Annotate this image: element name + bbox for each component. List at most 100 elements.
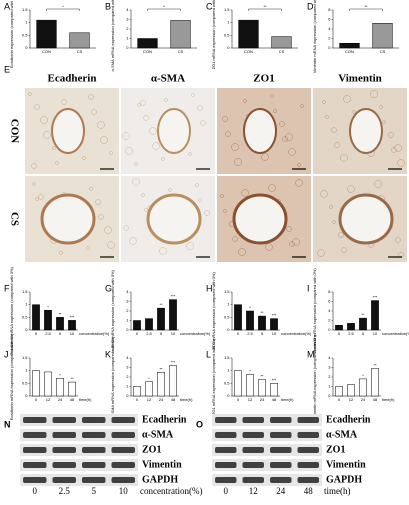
tissue-speck xyxy=(134,162,138,166)
tissue-speck xyxy=(107,241,115,249)
tissue-speck xyxy=(104,226,112,234)
tissue-speck xyxy=(197,105,203,111)
band xyxy=(297,462,319,468)
tissue-speck xyxy=(88,94,94,100)
bar xyxy=(371,300,379,331)
bar xyxy=(145,318,153,331)
y-tick-label: 0.5 xyxy=(22,380,28,385)
x-tick-label: CS xyxy=(77,49,83,54)
tissue-speck xyxy=(186,242,194,250)
bar xyxy=(359,378,367,397)
tissue-speck xyxy=(161,157,165,161)
bar xyxy=(145,381,153,397)
blot-strip xyxy=(20,414,138,426)
tissue-speck xyxy=(35,197,39,201)
significance: ** xyxy=(70,376,74,381)
tissue-speck xyxy=(32,182,36,186)
x-tick-label: 12 xyxy=(147,397,152,402)
tissue-speck xyxy=(52,146,56,150)
y-axis-label: α-SMA mRNA expression (compared with CON… xyxy=(110,0,115,72)
band xyxy=(242,462,264,468)
bar xyxy=(133,386,141,397)
bar xyxy=(56,378,64,397)
bar xyxy=(68,320,76,331)
blot-strip xyxy=(212,474,322,486)
y-tick-label: 1 xyxy=(126,318,129,323)
tissue-speck xyxy=(28,92,32,96)
tissue-speck xyxy=(300,104,304,108)
tissue-speck xyxy=(243,99,247,103)
tissue-speck xyxy=(295,179,303,187)
band xyxy=(52,432,76,438)
significance: ** xyxy=(260,374,264,379)
y-tick-label: 1.5 xyxy=(22,7,28,12)
bar xyxy=(347,384,355,397)
tissue-speck xyxy=(140,100,146,106)
x-tick-label: 0 xyxy=(136,397,139,402)
tissue-speck xyxy=(34,104,40,110)
y-tick-label: 0 xyxy=(126,45,129,50)
tissue-speck xyxy=(334,142,340,148)
y-tick-label: 2 xyxy=(126,374,129,379)
x-axis-label: time(h) xyxy=(281,397,294,402)
x-tick-label: 0 xyxy=(237,397,240,402)
tissue-speck xyxy=(168,188,172,192)
significance: ** xyxy=(159,302,163,307)
band xyxy=(215,477,237,483)
y-tick-label: 0.5 xyxy=(224,314,230,319)
bracket-label: * xyxy=(163,4,165,9)
bar xyxy=(371,368,379,397)
x-tick-label: 10 xyxy=(70,331,75,336)
y-tick-label: 1 xyxy=(126,384,129,389)
significance: *** xyxy=(272,377,277,382)
lane-label: 0 xyxy=(224,486,229,496)
column-header: Vimentin xyxy=(338,73,382,85)
y-tick-label: 8 xyxy=(328,289,331,294)
band xyxy=(270,417,292,423)
row-label: CS xyxy=(8,212,20,226)
tissue-speck xyxy=(268,184,276,192)
column-header: Ecadherin xyxy=(48,73,97,85)
band xyxy=(111,477,135,483)
y-axis-label: ZO1 mRNA expression (compared with 0%) xyxy=(211,272,216,350)
y-axis-label: Ecadherin mRNA expression (compared with… xyxy=(9,266,14,354)
x-tick-label: 5 xyxy=(160,331,163,336)
significance: ** xyxy=(361,312,365,317)
significance: *** xyxy=(171,294,176,299)
tissue-speck xyxy=(98,214,104,220)
y-tick-label: 0 xyxy=(328,393,331,398)
airway xyxy=(146,193,202,245)
tissue-speck xyxy=(61,99,67,105)
bar xyxy=(258,315,266,331)
x-tick-label: 12 xyxy=(46,397,51,402)
x-tick-label: 5 xyxy=(261,331,264,336)
tissue-speck xyxy=(379,105,383,109)
band xyxy=(297,447,319,453)
y-tick-label: 0 xyxy=(126,393,129,398)
tissue-speck xyxy=(123,225,129,231)
significance: * xyxy=(47,304,49,309)
protein-label: α-SMA xyxy=(142,429,174,440)
y-axis-label: Ecadherin mRNA expression (compared with… xyxy=(9,333,14,420)
significance: * xyxy=(59,372,61,377)
blot-strip xyxy=(20,474,138,486)
tissue-speck xyxy=(222,116,228,122)
bar xyxy=(32,304,40,331)
panel-label: J xyxy=(4,349,9,359)
band xyxy=(297,477,319,483)
tissue-speck xyxy=(55,161,59,165)
airway xyxy=(232,193,288,245)
y-tick-label: 1 xyxy=(227,368,230,373)
tissue-speck xyxy=(285,133,293,141)
panel-label: C xyxy=(206,1,213,11)
y-tick-label: 1 xyxy=(25,302,28,307)
protein-label: Ecadherin xyxy=(142,414,187,425)
bracket xyxy=(46,8,80,11)
y-tick-label: 2 xyxy=(328,36,331,41)
y-tick-label: 2 xyxy=(126,308,129,313)
y-tick-label: 1 xyxy=(227,302,230,307)
tissue-speck xyxy=(31,163,37,169)
band xyxy=(82,417,106,423)
x-axis-label: time(h) xyxy=(79,397,92,402)
